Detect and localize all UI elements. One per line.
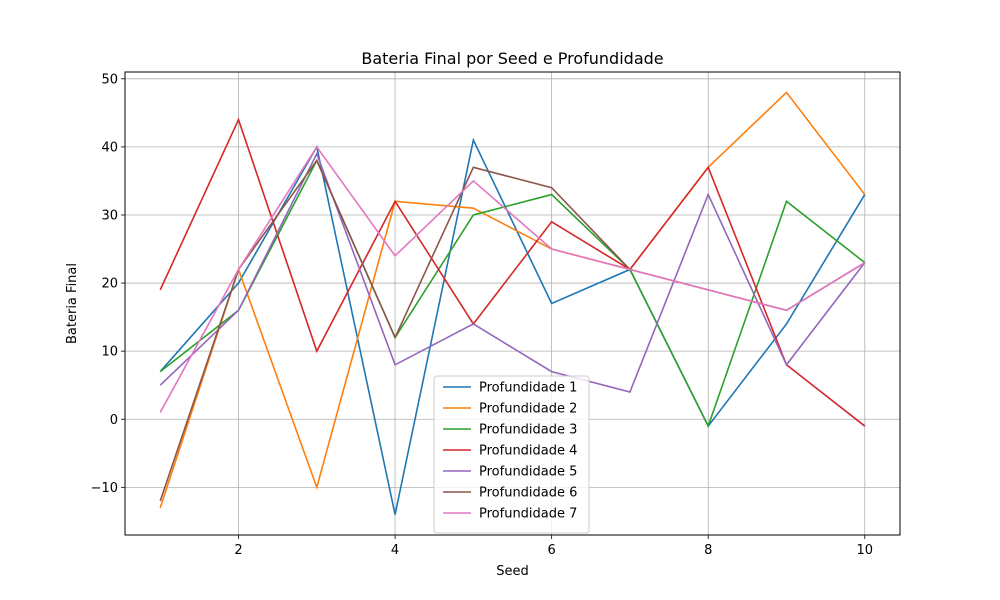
x-tick-label: 6 [548,543,556,558]
x-tick-label: 8 [704,543,712,558]
legend-label: Profundidade 1 [479,381,577,396]
y-tick-label: 40 [101,140,118,155]
plot-frame [124,71,901,536]
legend-label: Profundidade 5 [479,465,577,480]
series-lines [159,91,866,515]
legend-label: Profundidade 4 [479,444,577,459]
y-tick-label: 20 [101,277,118,292]
x-axis-title: Seed [496,564,529,579]
series-line-profundidade-4 [159,117,866,427]
y-tick-label: 10 [101,345,118,360]
legend-label: Profundidade 3 [479,423,577,438]
chart-title: Bateria Final por Seed e Profundidade [361,49,663,68]
x-tick-label: 2 [234,543,242,558]
y-tick-label: 50 [101,72,118,87]
legend-label: Profundidade 2 [479,402,577,417]
legend: Profundidade 1 Profundidade 2 Profundidade… [433,375,590,534]
series-line-profundidade-2 [159,91,866,509]
legend-label: Profundidade 7 [479,507,577,522]
ticks: 2 4 6 8 10 −10 0 10 20 30 40 50 [91,72,873,558]
x-tick-label: 4 [391,543,399,558]
legend-label: Profundidade 6 [479,486,577,501]
y-axis-title: Bateria Final [65,263,80,344]
series-line-profundidade-5 [159,151,866,393]
y-tick-label: 30 [101,208,118,223]
y-tick-label: 0 [110,413,118,428]
y-tick-label: −10 [91,481,118,496]
series-line-profundidade-7 [159,145,866,413]
x-tick-label: 10 [856,543,873,558]
legend-box [433,375,590,534]
